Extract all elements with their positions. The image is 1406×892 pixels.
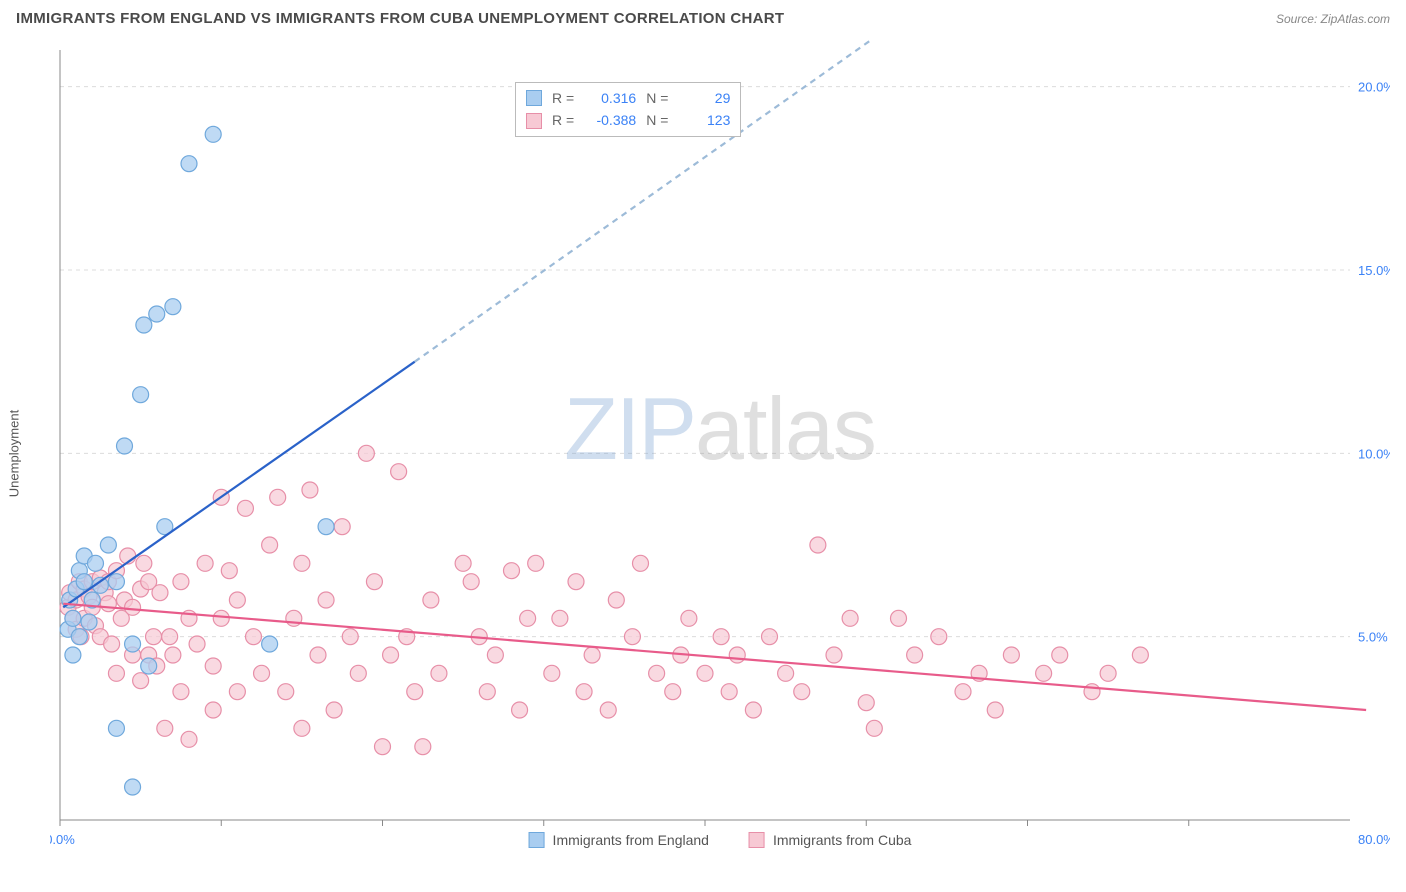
source-attribution: Source: ZipAtlas.com bbox=[1276, 12, 1390, 26]
legend-item-england: Immigrants from England bbox=[529, 832, 709, 848]
svg-text:80.0%: 80.0% bbox=[1358, 832, 1390, 847]
chart-header: IMMIGRANTS FROM ENGLAND VS IMMIGRANTS FR… bbox=[0, 0, 1406, 33]
scatter-chart: 5.0% 10.0% 15.0% 20.0% 0.0% 80.0% bbox=[50, 40, 1390, 850]
n-label: N = bbox=[646, 87, 668, 109]
r-value-england: 0.316 bbox=[584, 87, 636, 109]
svg-text:20.0%: 20.0% bbox=[1358, 80, 1390, 95]
r-value-cuba: -0.388 bbox=[584, 109, 636, 131]
stats-row-cuba: R = -0.388 N = 123 bbox=[526, 109, 730, 131]
r-label: R = bbox=[552, 87, 574, 109]
svg-text:5.0%: 5.0% bbox=[1358, 630, 1388, 645]
swatch-cuba bbox=[526, 113, 542, 129]
swatch-england bbox=[526, 90, 542, 106]
correlation-stats-box: R = 0.316 N = 29 R = -0.388 N = 123 bbox=[515, 82, 741, 137]
chart-title: IMMIGRANTS FROM ENGLAND VS IMMIGRANTS FR… bbox=[16, 10, 784, 27]
legend-label-england: Immigrants from England bbox=[553, 832, 709, 848]
n-value-england: 29 bbox=[678, 87, 730, 109]
legend-swatch-england bbox=[529, 832, 545, 848]
stats-row-england: R = 0.316 N = 29 bbox=[526, 87, 730, 109]
svg-text:15.0%: 15.0% bbox=[1358, 263, 1390, 278]
chart-area: 5.0%10.0%15.0%20.0%0.0%80.0% ZIPatlas R … bbox=[50, 40, 1390, 850]
legend-swatch-cuba bbox=[749, 832, 765, 848]
legend-label-cuba: Immigrants from Cuba bbox=[773, 832, 911, 848]
n-value-cuba: 123 bbox=[678, 109, 730, 131]
chart-legend: Immigrants from England Immigrants from … bbox=[529, 832, 912, 848]
svg-text:10.0%: 10.0% bbox=[1358, 446, 1390, 461]
legend-item-cuba: Immigrants from Cuba bbox=[749, 832, 911, 848]
n-label: N = bbox=[646, 109, 668, 131]
r-label: R = bbox=[552, 109, 574, 131]
svg-text:0.0%: 0.0% bbox=[50, 832, 75, 847]
y-axis-label: Unemployment bbox=[7, 410, 22, 497]
